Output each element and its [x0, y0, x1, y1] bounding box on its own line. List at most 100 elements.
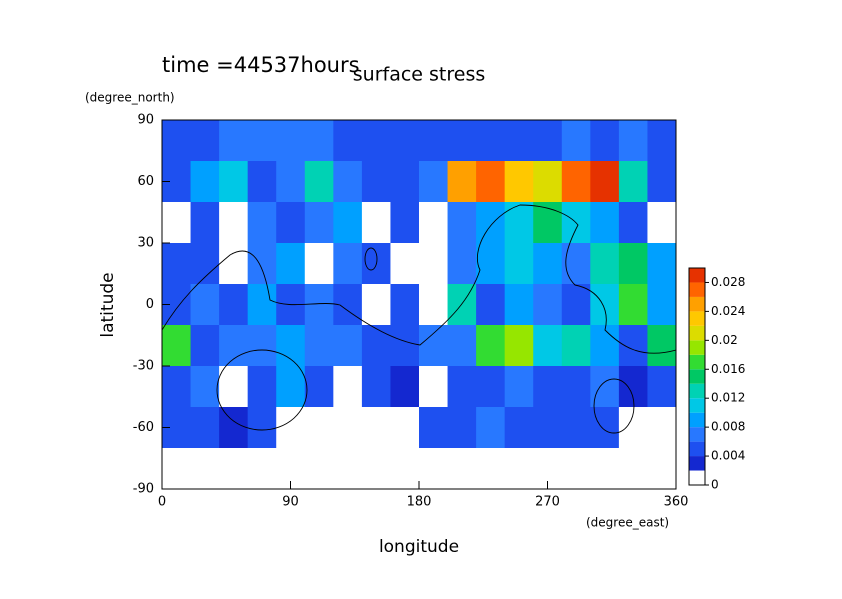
- subtitle: time =44537hours: [162, 53, 360, 77]
- cell: [504, 243, 534, 285]
- cell: [333, 243, 363, 285]
- x-tick-label: 180: [407, 495, 432, 510]
- cell: [219, 448, 249, 489]
- y-tick-label: -30: [133, 359, 154, 374]
- cell: [533, 284, 563, 326]
- colorbar-segment: [689, 383, 705, 399]
- colorbar-segment: [689, 412, 705, 428]
- cell: [504, 202, 534, 244]
- cell: [162, 366, 192, 408]
- colorbar-segment: [689, 369, 705, 384]
- cell: [333, 120, 363, 162]
- colorbar-tick-label: 0.008: [711, 420, 745, 434]
- x-units: (degree_east): [586, 516, 669, 530]
- cell: [219, 407, 249, 449]
- cell: [333, 448, 363, 489]
- cell: [361, 366, 391, 408]
- cell: [219, 366, 249, 408]
- cell: [476, 120, 506, 162]
- cell: [504, 325, 534, 367]
- cell: [361, 407, 391, 449]
- cell: [304, 120, 334, 162]
- cell: [618, 161, 648, 203]
- cell: [190, 325, 220, 367]
- cell: [476, 325, 506, 367]
- x-tick-label: 90: [282, 495, 299, 510]
- y-tick-label: -90: [133, 482, 154, 497]
- y-tick-label: 0: [146, 297, 154, 312]
- cell: [504, 284, 534, 326]
- colorbar-segment: [689, 354, 705, 370]
- cell: [276, 407, 306, 449]
- cell: [618, 202, 648, 244]
- colorbar-tick-label: 0.02: [711, 333, 738, 347]
- cell: [361, 284, 391, 326]
- cell: [219, 161, 249, 203]
- colorbar-segment: [689, 325, 705, 341]
- cell: [561, 161, 591, 203]
- colorbar-frame: [688, 267, 706, 486]
- cell: [276, 161, 306, 203]
- cell: [247, 325, 277, 367]
- cell: [304, 366, 334, 408]
- cell: [533, 202, 563, 244]
- cell: [333, 325, 363, 367]
- cell: [276, 243, 306, 285]
- cell: [304, 243, 334, 285]
- cell: [419, 366, 449, 408]
- cell: [447, 161, 477, 203]
- cell: [190, 161, 220, 203]
- colorbar-segment: [689, 427, 705, 442]
- cell: [590, 284, 620, 326]
- cell: [419, 243, 449, 285]
- cell: [190, 284, 220, 326]
- cell: [304, 284, 334, 326]
- cell: [647, 448, 676, 489]
- cell: [419, 407, 449, 449]
- colorbar-tick-label: 0.024: [711, 304, 745, 318]
- cell: [419, 120, 449, 162]
- cell: [247, 366, 277, 408]
- cell: [333, 161, 363, 203]
- cell: [247, 448, 277, 489]
- cell: [476, 243, 506, 285]
- colorbar-segment: [689, 456, 705, 471]
- cell: [447, 407, 477, 449]
- colorbar-segment: [689, 441, 705, 457]
- cell: [247, 202, 277, 244]
- cell: [647, 202, 676, 244]
- cell: [647, 366, 676, 408]
- cell: [162, 202, 192, 244]
- colorbar-segment: [689, 470, 705, 485]
- cell: [390, 120, 420, 162]
- cell: [219, 202, 249, 244]
- colorbar-segment: [689, 340, 705, 355]
- colorbar-tick-label: 0.004: [711, 449, 745, 463]
- cell: [533, 407, 563, 449]
- cell: [590, 243, 620, 285]
- colorbar-tick-label: 0.028: [711, 275, 745, 289]
- cell: [390, 407, 420, 449]
- cell: [247, 284, 277, 326]
- cell: [361, 448, 391, 489]
- colorbar-tick-label: 0.012: [711, 391, 745, 405]
- cell: [276, 120, 306, 162]
- cell: [533, 243, 563, 285]
- cell: [561, 243, 591, 285]
- cell: [561, 448, 591, 489]
- field: [162, 120, 676, 489]
- cell: [561, 120, 591, 162]
- cell: [361, 120, 391, 162]
- cell: [590, 325, 620, 367]
- cell: [476, 202, 506, 244]
- cell: [647, 161, 676, 203]
- cell: [504, 448, 534, 489]
- cell: [447, 120, 477, 162]
- cell: [476, 407, 506, 449]
- cell: [190, 407, 220, 449]
- cell: [162, 120, 192, 162]
- cell: [590, 366, 620, 408]
- cell: [447, 325, 477, 367]
- cell: [247, 243, 277, 285]
- cell: [390, 325, 420, 367]
